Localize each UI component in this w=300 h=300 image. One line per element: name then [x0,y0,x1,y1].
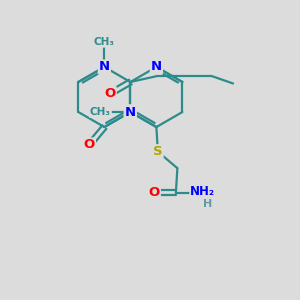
Text: S: S [153,145,163,158]
Text: CH₃: CH₃ [90,107,111,117]
Text: O: O [104,87,116,100]
Text: N: N [125,106,136,118]
Text: N: N [151,61,162,74]
Text: N: N [125,106,136,118]
Text: NH₂: NH₂ [190,185,215,198]
Text: CH₃: CH₃ [94,37,115,47]
Text: O: O [148,186,160,199]
Text: H: H [203,199,212,209]
Text: O: O [84,139,95,152]
Text: N: N [99,61,110,74]
